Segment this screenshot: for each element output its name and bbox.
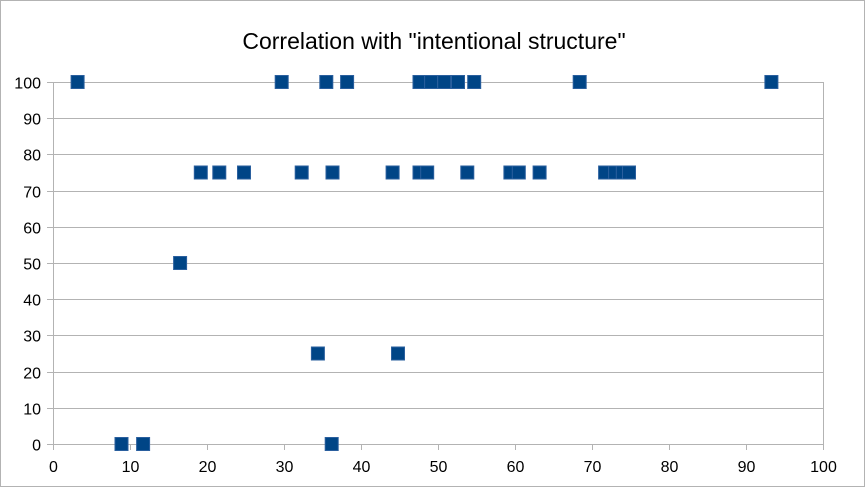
data-point (310, 346, 325, 361)
chart-title: Correlation with "intentional structure" (242, 28, 625, 54)
x-tick-label: 60 (507, 459, 525, 476)
y-tick-label: 50 (23, 257, 41, 274)
data-point (391, 346, 405, 361)
x-tick-label: 100 (810, 459, 837, 476)
data-point (511, 165, 526, 180)
data-point (424, 75, 439, 89)
y-tick-label: 30 (23, 329, 41, 346)
data-point (460, 165, 475, 180)
y-tick-label: 60 (23, 221, 41, 238)
y-tick-label: 70 (23, 185, 41, 202)
data-point (764, 75, 779, 89)
data-point (340, 75, 355, 89)
data-point (274, 75, 289, 89)
y-tick-label: 100 (14, 76, 41, 93)
data-point (212, 165, 227, 180)
y-tick-label: 80 (23, 148, 41, 165)
data-point (412, 75, 427, 89)
axes (47, 82, 824, 450)
data-point (325, 165, 340, 180)
tick-labels: 0 10 20 30 40 50 60 70 80 90 100 0 10 20 30 40 50 60 70 80 9… (14, 76, 837, 477)
data-point (136, 437, 151, 451)
data-point (572, 75, 587, 89)
y-tick-label: 90 (23, 112, 41, 129)
x-tick-label: 70 (584, 459, 602, 476)
x-tick-label: 80 (661, 459, 679, 476)
y-tick-label: 40 (23, 293, 41, 310)
x-tick-label: 20 (199, 459, 217, 476)
data-point (70, 75, 85, 89)
x-tick-label: 10 (122, 459, 140, 476)
data-point (237, 165, 251, 180)
data-point (319, 75, 334, 89)
y-tick-label: 0 (32, 438, 41, 455)
data-point (467, 75, 482, 89)
y-tick-label: 10 (23, 402, 41, 419)
data-point (622, 165, 636, 180)
gridlines (53, 82, 823, 445)
data-point (532, 165, 547, 180)
x-tick-label: 30 (276, 459, 294, 476)
data-point (451, 75, 465, 89)
x-tick-label: 0 (49, 459, 58, 476)
data-point (420, 165, 435, 180)
data-point (385, 165, 400, 180)
data-point (294, 165, 309, 180)
y-tick-label: 20 (23, 366, 41, 383)
data-point (437, 75, 452, 89)
data-point (114, 437, 129, 451)
x-tick-label: 50 (430, 459, 448, 476)
data-points (70, 75, 779, 451)
data-point (193, 165, 208, 180)
x-tick-label: 90 (738, 459, 756, 476)
x-tick-label: 40 (353, 459, 371, 476)
data-point (324, 437, 339, 451)
data-point (173, 256, 188, 270)
